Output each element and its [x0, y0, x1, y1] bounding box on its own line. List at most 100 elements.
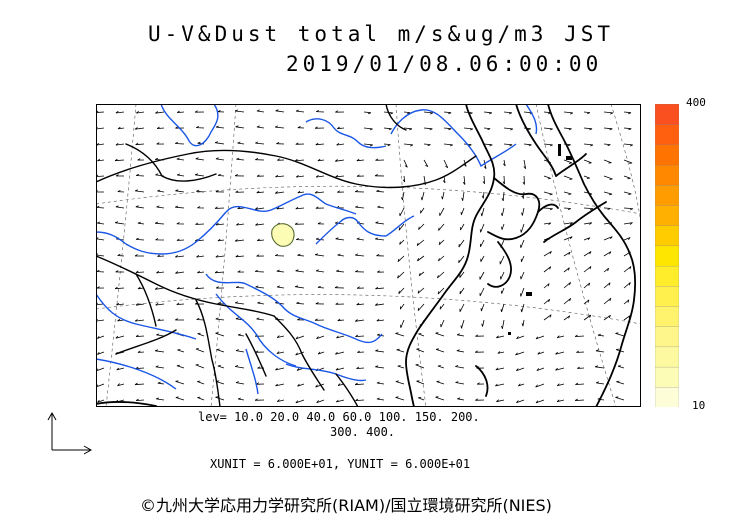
- wind-arrow: [515, 351, 525, 356]
- wind-arrow: [500, 303, 505, 313]
- wind-arrow: [563, 251, 571, 257]
- wind-arrow: [254, 269, 265, 273]
- wind-arrow: [96, 110, 105, 113]
- wind-arrow: [520, 287, 525, 297]
- wind-arrow: [115, 174, 124, 177]
- wind-arrow: [475, 398, 485, 401]
- wind-arrow: [395, 396, 405, 401]
- wind-arrow: [255, 158, 265, 161]
- wind-arrow: [315, 302, 325, 305]
- wind-arrow: [563, 315, 571, 321]
- wind-arrow: [175, 318, 184, 321]
- wind-arrow: [275, 253, 285, 257]
- wind-arrow: [196, 317, 205, 321]
- wind-arrow: [377, 205, 385, 209]
- wind-arrow: [502, 159, 506, 167]
- wind-arrow: [156, 126, 165, 129]
- wind-arrow: [563, 267, 570, 273]
- wind-arrow: [155, 238, 165, 241]
- wind-arrow: [520, 271, 525, 280]
- wind-arrow: [603, 236, 613, 241]
- wind-arrow: [136, 110, 145, 114]
- wind-arrow: [443, 143, 453, 147]
- wind-arrow: [217, 173, 225, 177]
- colorbar-segment: [655, 164, 679, 186]
- wind-arrow: [96, 351, 105, 355]
- wind-arrow: [176, 286, 185, 290]
- wind-arrow: [296, 301, 305, 305]
- wind-arrow: [443, 159, 449, 169]
- wind-arrow: [217, 238, 225, 242]
- wind-arrow: [175, 396, 185, 401]
- wind-arrow: [234, 365, 245, 369]
- wind-arrow: [215, 222, 225, 226]
- wind-arrow: [156, 333, 165, 337]
- colorbar-segment: [655, 326, 679, 348]
- wind-arrow: [400, 319, 405, 328]
- wind-arrow: [479, 287, 485, 297]
- wind-arrow: [276, 285, 285, 289]
- wind-arrow: [423, 143, 431, 147]
- colorbar-max-label: 400: [686, 96, 706, 109]
- wind-arrow: [623, 111, 632, 115]
- wind-arrow: [155, 397, 165, 401]
- wind-arrow: [195, 348, 205, 353]
- wind-arrow: [594, 365, 605, 369]
- wind-arrow: [215, 396, 225, 401]
- wind-arrow: [456, 349, 465, 353]
- wind-arrow: [114, 221, 125, 225]
- wind-arrow: [315, 142, 325, 146]
- wind-arrow: [135, 173, 145, 177]
- wind-arrow: [363, 127, 373, 131]
- wind-arrow: [175, 380, 185, 385]
- wind-arrow: [256, 254, 265, 257]
- wind-arrow: [237, 141, 245, 145]
- wind-arrow: [154, 287, 165, 290]
- wind-arrow: [334, 285, 345, 289]
- wind-arrow: [236, 157, 245, 161]
- coastlines-borders: [96, 104, 637, 407]
- map-timestamp: 2019/01/08.06:00:00: [286, 52, 603, 76]
- wind-arrow: [375, 158, 385, 161]
- wind-arrow: [96, 127, 105, 130]
- wind-arrow: [523, 143, 532, 147]
- wind-arrow: [623, 222, 633, 225]
- wind-arrow: [418, 397, 425, 401]
- wind-arrow: [215, 157, 225, 161]
- wind-arrow: [497, 351, 505, 354]
- wind-arrow: [555, 367, 565, 371]
- wind-arrow: [480, 303, 485, 312]
- wind-arrow: [563, 191, 572, 195]
- wind-arrow: [234, 174, 245, 177]
- wind-arrow: [623, 282, 631, 289]
- wind-arrow: [115, 142, 125, 146]
- wind-arrow: [417, 255, 425, 262]
- wind-arrow: [134, 382, 145, 386]
- wind-arrow: [399, 239, 405, 245]
- wind-arrow: [335, 302, 345, 305]
- wind-arrow: [556, 399, 565, 403]
- wind-arrow: [522, 175, 525, 185]
- wind-arrow: [375, 349, 385, 353]
- wind-arrow: [417, 303, 425, 312]
- wind-arrow: [137, 350, 145, 353]
- contour-levels-line2: 300. 400.: [330, 425, 396, 439]
- wind-arrow: [615, 332, 625, 337]
- wind-arrow: [576, 350, 585, 353]
- wind-arrow: [276, 351, 285, 354]
- wind-arrow: [503, 111, 513, 115]
- wind-arrow: [435, 332, 445, 337]
- wind-arrow: [255, 285, 265, 289]
- wind-arrow: [563, 127, 572, 131]
- wind-arrow: [335, 367, 345, 371]
- wind-arrow: [423, 111, 434, 115]
- wind-arrow: [215, 125, 225, 129]
- colorbar-segment: [655, 346, 679, 368]
- wind-arrow: [234, 239, 245, 242]
- wind-arrow: [480, 207, 485, 217]
- wind-arrow: [597, 333, 605, 337]
- wind-arrow: [157, 189, 165, 193]
- wind-arrow: [496, 399, 505, 403]
- colorbar-segment: [655, 124, 679, 146]
- wind-arrow: [543, 127, 553, 131]
